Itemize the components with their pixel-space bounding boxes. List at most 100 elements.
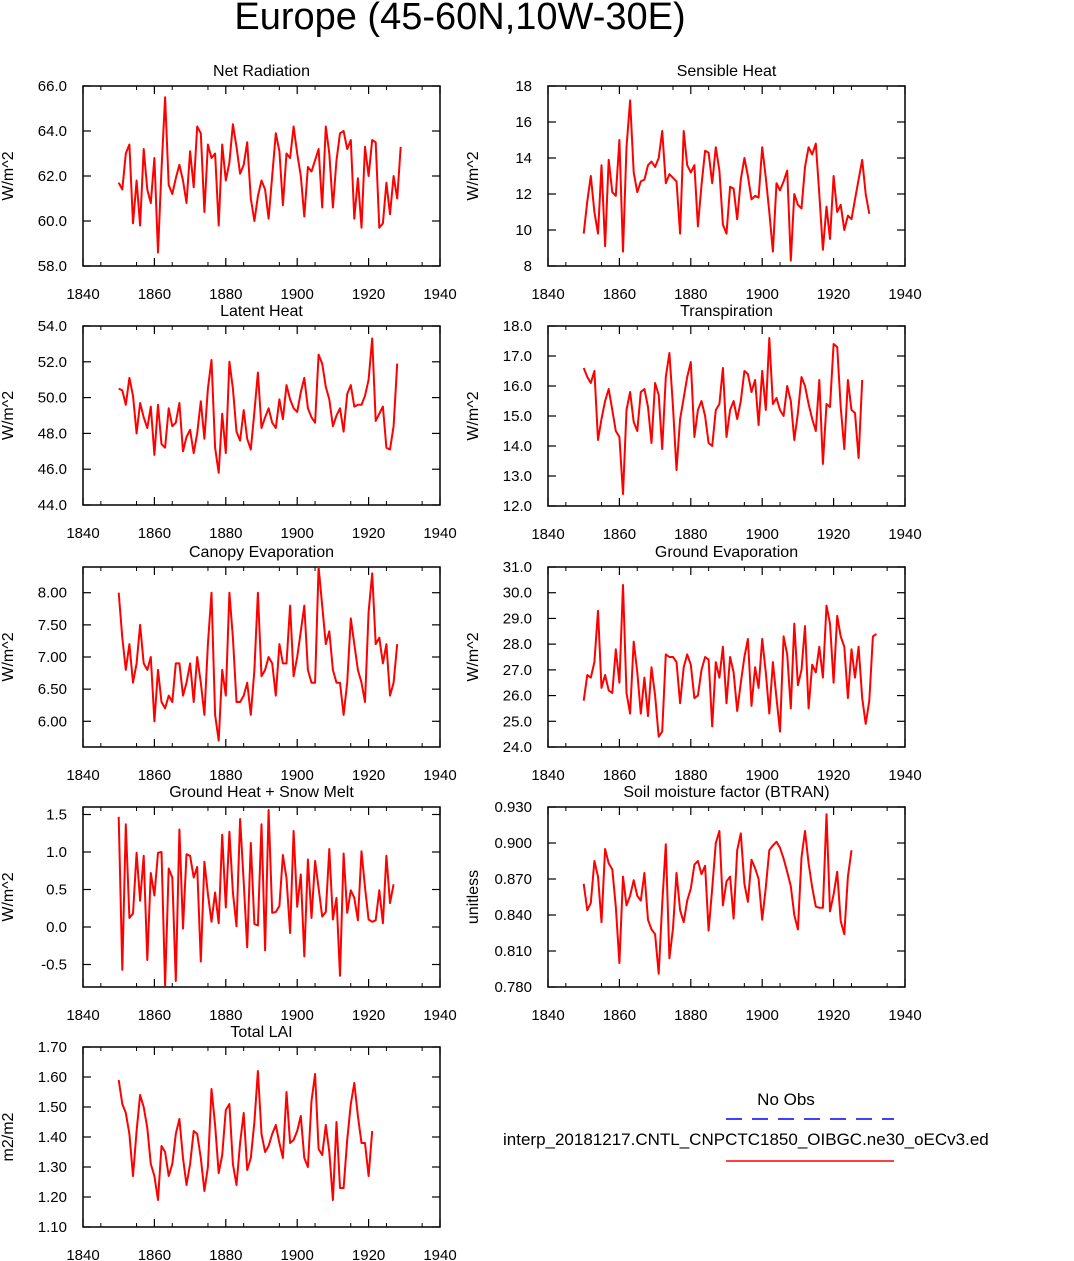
x-tick-label: 1940 bbox=[423, 767, 456, 784]
x-tick-label: 1920 bbox=[817, 1007, 850, 1024]
y-tick-label: 54.0 bbox=[38, 318, 67, 335]
x-tick-label: 1900 bbox=[746, 767, 779, 784]
y-axis-label: W/m^2 bbox=[465, 391, 482, 440]
y-tick-label: 29.0 bbox=[503, 610, 532, 627]
panel-title: Net Radiation bbox=[213, 63, 310, 80]
y-tick-label: 64.0 bbox=[38, 123, 67, 140]
y-tick-label: 52.0 bbox=[38, 354, 67, 371]
x-tick-label: 1840 bbox=[66, 767, 99, 784]
y-axis-label: W/m^2 bbox=[0, 632, 17, 681]
y-tick-label: 17.0 bbox=[503, 348, 532, 365]
x-tick-label: 1840 bbox=[531, 286, 564, 303]
panel-7: Ground Heat + Snow Melt 1840 1860 1880 1900 1… bbox=[0, 784, 457, 1024]
plot-frame bbox=[547, 85, 906, 267]
y-tick-label: 0.930 bbox=[494, 799, 532, 816]
y-tick-label: 7.00 bbox=[38, 649, 67, 666]
series-line-model bbox=[117, 1070, 374, 1201]
x-tick-label: 1920 bbox=[817, 767, 850, 784]
x-tick-label: 1840 bbox=[66, 1247, 99, 1261]
panel-title: Total LAI bbox=[230, 1024, 292, 1041]
series-line-model bbox=[117, 567, 399, 742]
y-tick-label: 28.0 bbox=[503, 636, 532, 653]
panel-title: Transpiration bbox=[680, 303, 773, 320]
y-tick-label: 12 bbox=[515, 186, 532, 203]
x-tick-label: 1900 bbox=[746, 286, 779, 303]
panel-title: Sensible Heat bbox=[677, 63, 777, 80]
y-tick-label: 60.0 bbox=[38, 213, 67, 230]
y-tick-label: 13.0 bbox=[503, 468, 532, 485]
x-tick-label: 1940 bbox=[423, 1247, 456, 1261]
x-tick-label: 1860 bbox=[138, 1007, 171, 1024]
x-tick-label: 1920 bbox=[352, 767, 385, 784]
y-tick-label: 14 bbox=[515, 150, 532, 167]
x-tick-label: 1940 bbox=[423, 1007, 456, 1024]
x-tick-label: 1940 bbox=[888, 286, 921, 303]
y-tick-label: 0.780 bbox=[494, 979, 532, 996]
y-tick-label: 46.0 bbox=[38, 461, 67, 478]
y-tick-label: 44.0 bbox=[38, 497, 67, 514]
x-tick-label: 1920 bbox=[352, 525, 385, 542]
y-tick-label: 0.840 bbox=[494, 907, 532, 924]
y-axis-label: W/m^2 bbox=[0, 872, 17, 921]
y-tick-label: -0.5 bbox=[41, 957, 67, 974]
panel-8: Soil moisture factor (BTRAN) 1840 1860 1880… bbox=[465, 784, 922, 1024]
y-tick-label: 18.0 bbox=[503, 318, 532, 335]
y-tick-label: 16 bbox=[515, 114, 532, 131]
x-tick-label: 1880 bbox=[209, 1247, 242, 1261]
y-axis-label: m2/m2 bbox=[0, 1112, 17, 1161]
x-tick-label: 1860 bbox=[603, 286, 636, 303]
x-tick-label: 1880 bbox=[209, 1007, 242, 1024]
x-tick-label: 1880 bbox=[674, 286, 707, 303]
x-tick-label: 1920 bbox=[817, 286, 850, 303]
y-tick-label: 1.0 bbox=[46, 844, 67, 861]
y-tick-label: 6.50 bbox=[38, 681, 67, 698]
x-tick-label: 1900 bbox=[746, 526, 779, 543]
plot-frame bbox=[82, 325, 441, 506]
panel-6: Ground Evaporation 1840 1860 1880 1900 1920 19… bbox=[465, 544, 922, 784]
x-tick-label: 1900 bbox=[281, 286, 314, 303]
x-tick-label: 1940 bbox=[888, 767, 921, 784]
series-line-model bbox=[117, 96, 402, 254]
panel-title: Latent Heat bbox=[220, 303, 303, 320]
y-tick-label: 48.0 bbox=[38, 425, 67, 442]
x-tick-label: 1940 bbox=[888, 526, 921, 543]
panel-title: Ground Evaporation bbox=[655, 544, 798, 561]
y-tick-label: 6.00 bbox=[38, 713, 67, 730]
x-tick-label: 1880 bbox=[674, 767, 707, 784]
series-line-model bbox=[118, 337, 399, 474]
x-tick-label: 1880 bbox=[674, 526, 707, 543]
x-tick-label: 1920 bbox=[352, 1007, 385, 1024]
y-tick-label: 16.0 bbox=[503, 378, 532, 395]
x-tick-label: 1880 bbox=[209, 525, 242, 542]
series-line-model bbox=[117, 809, 395, 987]
x-tick-label: 1860 bbox=[138, 286, 171, 303]
panel-1: Net Radiation 1840 1860 1880 1900 1920 1940 58.… bbox=[0, 63, 457, 303]
y-tick-label: 66.0 bbox=[38, 78, 67, 95]
y-tick-label: 1.50 bbox=[38, 1099, 67, 1116]
series-line-model bbox=[582, 99, 871, 262]
series-line-model bbox=[582, 813, 853, 975]
x-tick-label: 1860 bbox=[603, 1007, 636, 1024]
series-line-model bbox=[582, 584, 877, 738]
y-tick-label: 8 bbox=[524, 258, 532, 275]
y-tick-label: 0.870 bbox=[494, 871, 532, 888]
x-tick-label: 1840 bbox=[66, 1007, 99, 1024]
x-tick-label: 1900 bbox=[281, 767, 314, 784]
y-tick-label: 0.0 bbox=[46, 919, 67, 936]
y-tick-label: 0.5 bbox=[46, 882, 67, 899]
y-tick-label: 15.0 bbox=[503, 408, 532, 425]
plot-frame bbox=[547, 806, 906, 988]
y-tick-label: 24.0 bbox=[503, 739, 532, 756]
panel-5: Canopy Evaporation 1840 1860 1880 1900 1920 19… bbox=[0, 544, 457, 784]
y-tick-label: 12.0 bbox=[503, 498, 532, 515]
y-tick-label: 1.20 bbox=[38, 1189, 67, 1206]
x-tick-label: 1860 bbox=[138, 525, 171, 542]
x-tick-label: 1880 bbox=[209, 767, 242, 784]
figure-title: Europe (45-60N,10W-30E) bbox=[234, 0, 686, 38]
legend-model-line bbox=[726, 1160, 894, 1162]
x-tick-label: 1880 bbox=[674, 1007, 707, 1024]
x-tick-label: 1940 bbox=[423, 286, 456, 303]
y-axis-label: W/m^2 bbox=[0, 391, 17, 440]
y-tick-label: 25.0 bbox=[503, 713, 532, 730]
